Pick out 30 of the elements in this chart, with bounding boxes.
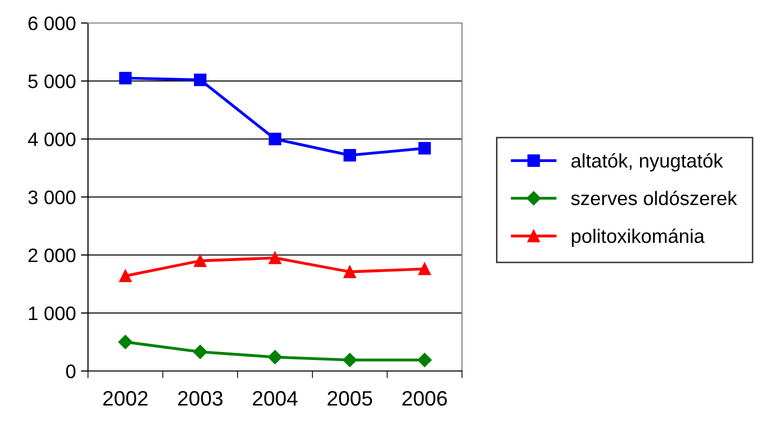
y-tick-label: 2 000 [28,248,76,262]
legend-label: politoxikománia [572,228,705,247]
legend-label: szerves oldószerek [571,190,738,206]
point [194,254,206,268]
y-tick-label: 0 [66,364,76,378]
point [418,352,432,368]
point [118,334,132,350]
point [268,252,282,264]
y-tick-label: 6 000 [28,16,76,30]
x-tick-label: 2004 [252,390,298,406]
point [344,148,356,162]
x-tick-label: 2005 [328,390,372,406]
point [193,344,208,359]
point [268,350,282,364]
point [344,266,356,278]
point [119,72,132,84]
point [418,142,431,155]
y-tick-label: 3 000 [28,190,76,204]
point [119,270,132,282]
legend-label: altatók, nyugtatók [571,153,724,172]
y-tick-label: 4 000 [28,132,76,146]
x-tick-label: 2002 [103,390,148,406]
point [194,74,206,86]
point [268,132,282,146]
y-tick-label: 1 000 [29,306,76,320]
point [342,352,357,368]
point [418,262,431,276]
x-tick-label: 2003 [178,390,222,406]
y-tick-label: 5 000 [28,74,76,88]
x-tick-label: 2006 [402,390,447,406]
